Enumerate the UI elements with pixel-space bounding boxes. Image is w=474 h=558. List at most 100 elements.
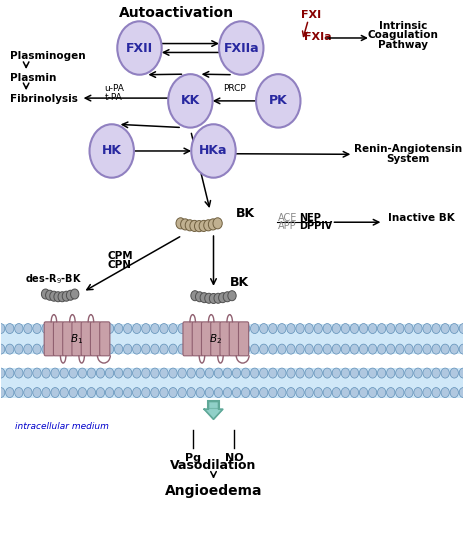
Circle shape xyxy=(232,388,241,397)
Circle shape xyxy=(0,368,5,378)
Circle shape xyxy=(359,388,368,397)
Polygon shape xyxy=(204,409,223,419)
Circle shape xyxy=(196,344,204,354)
Circle shape xyxy=(15,324,23,334)
Circle shape xyxy=(223,324,232,334)
Circle shape xyxy=(185,220,194,231)
Bar xyxy=(0,368,463,397)
Circle shape xyxy=(368,324,377,334)
Text: APP: APP xyxy=(278,221,297,231)
Circle shape xyxy=(87,388,96,397)
Circle shape xyxy=(323,324,331,334)
Circle shape xyxy=(260,344,268,354)
Circle shape xyxy=(213,218,222,229)
Circle shape xyxy=(142,324,150,334)
Circle shape xyxy=(114,388,123,397)
Circle shape xyxy=(178,368,186,378)
Circle shape xyxy=(24,324,32,334)
Circle shape xyxy=(33,388,41,397)
Circle shape xyxy=(58,292,66,302)
FancyBboxPatch shape xyxy=(91,322,100,356)
Circle shape xyxy=(269,368,277,378)
Circle shape xyxy=(191,124,236,177)
Circle shape xyxy=(151,344,159,354)
Circle shape xyxy=(296,388,304,397)
Circle shape xyxy=(214,324,223,334)
Circle shape xyxy=(190,220,199,232)
Circle shape xyxy=(305,324,313,334)
Circle shape xyxy=(296,324,304,334)
Circle shape xyxy=(204,220,213,231)
FancyBboxPatch shape xyxy=(183,322,193,356)
Circle shape xyxy=(87,344,96,354)
Circle shape xyxy=(96,344,105,354)
Circle shape xyxy=(214,388,223,397)
Circle shape xyxy=(178,388,186,397)
Circle shape xyxy=(305,368,313,378)
Circle shape xyxy=(432,344,440,354)
Text: ACE: ACE xyxy=(278,213,298,223)
Circle shape xyxy=(368,368,377,378)
Circle shape xyxy=(114,344,123,354)
Circle shape xyxy=(359,344,368,354)
Circle shape xyxy=(87,324,96,334)
Circle shape xyxy=(459,368,467,378)
Circle shape xyxy=(124,344,132,354)
Circle shape xyxy=(219,292,227,302)
Text: Pg: Pg xyxy=(185,453,201,463)
Circle shape xyxy=(459,388,467,397)
Text: PRCP: PRCP xyxy=(223,84,246,93)
Circle shape xyxy=(96,388,105,397)
Circle shape xyxy=(214,344,223,354)
Text: DPPIV: DPPIV xyxy=(299,221,332,231)
Circle shape xyxy=(414,388,422,397)
Circle shape xyxy=(24,368,32,378)
Text: KK: KK xyxy=(181,94,200,107)
Text: u-PA: u-PA xyxy=(104,84,124,93)
Circle shape xyxy=(405,344,413,354)
Circle shape xyxy=(46,290,54,300)
Circle shape xyxy=(60,344,68,354)
Circle shape xyxy=(41,289,50,299)
Text: Plasminogen: Plasminogen xyxy=(10,51,86,61)
Circle shape xyxy=(205,294,213,304)
Circle shape xyxy=(71,289,79,299)
FancyBboxPatch shape xyxy=(229,322,239,356)
FancyBboxPatch shape xyxy=(54,322,64,356)
Circle shape xyxy=(278,344,286,354)
Text: Intrinsic: Intrinsic xyxy=(379,21,428,31)
Circle shape xyxy=(133,344,141,354)
Circle shape xyxy=(459,344,467,354)
Circle shape xyxy=(54,292,62,302)
Circle shape xyxy=(405,388,413,397)
Circle shape xyxy=(124,388,132,397)
Circle shape xyxy=(405,368,413,378)
Circle shape xyxy=(151,388,159,397)
Circle shape xyxy=(396,388,404,397)
Circle shape xyxy=(51,368,59,378)
Circle shape xyxy=(359,324,368,334)
Circle shape xyxy=(51,344,59,354)
Text: FXII: FXII xyxy=(126,41,153,55)
Circle shape xyxy=(305,344,313,354)
Circle shape xyxy=(15,368,23,378)
Circle shape xyxy=(314,368,322,378)
Circle shape xyxy=(15,388,23,397)
Text: HKa: HKa xyxy=(199,145,228,157)
Circle shape xyxy=(332,368,340,378)
Circle shape xyxy=(196,368,204,378)
Circle shape xyxy=(323,368,331,378)
Circle shape xyxy=(287,324,295,334)
Circle shape xyxy=(278,324,286,334)
Circle shape xyxy=(124,368,132,378)
Circle shape xyxy=(223,388,232,397)
FancyBboxPatch shape xyxy=(72,322,82,356)
Circle shape xyxy=(6,388,14,397)
Circle shape xyxy=(69,344,77,354)
Circle shape xyxy=(278,368,286,378)
Circle shape xyxy=(51,388,59,397)
Circle shape xyxy=(196,388,204,397)
Circle shape xyxy=(256,74,301,128)
Text: Angioedema: Angioedema xyxy=(165,484,262,498)
Circle shape xyxy=(60,368,68,378)
